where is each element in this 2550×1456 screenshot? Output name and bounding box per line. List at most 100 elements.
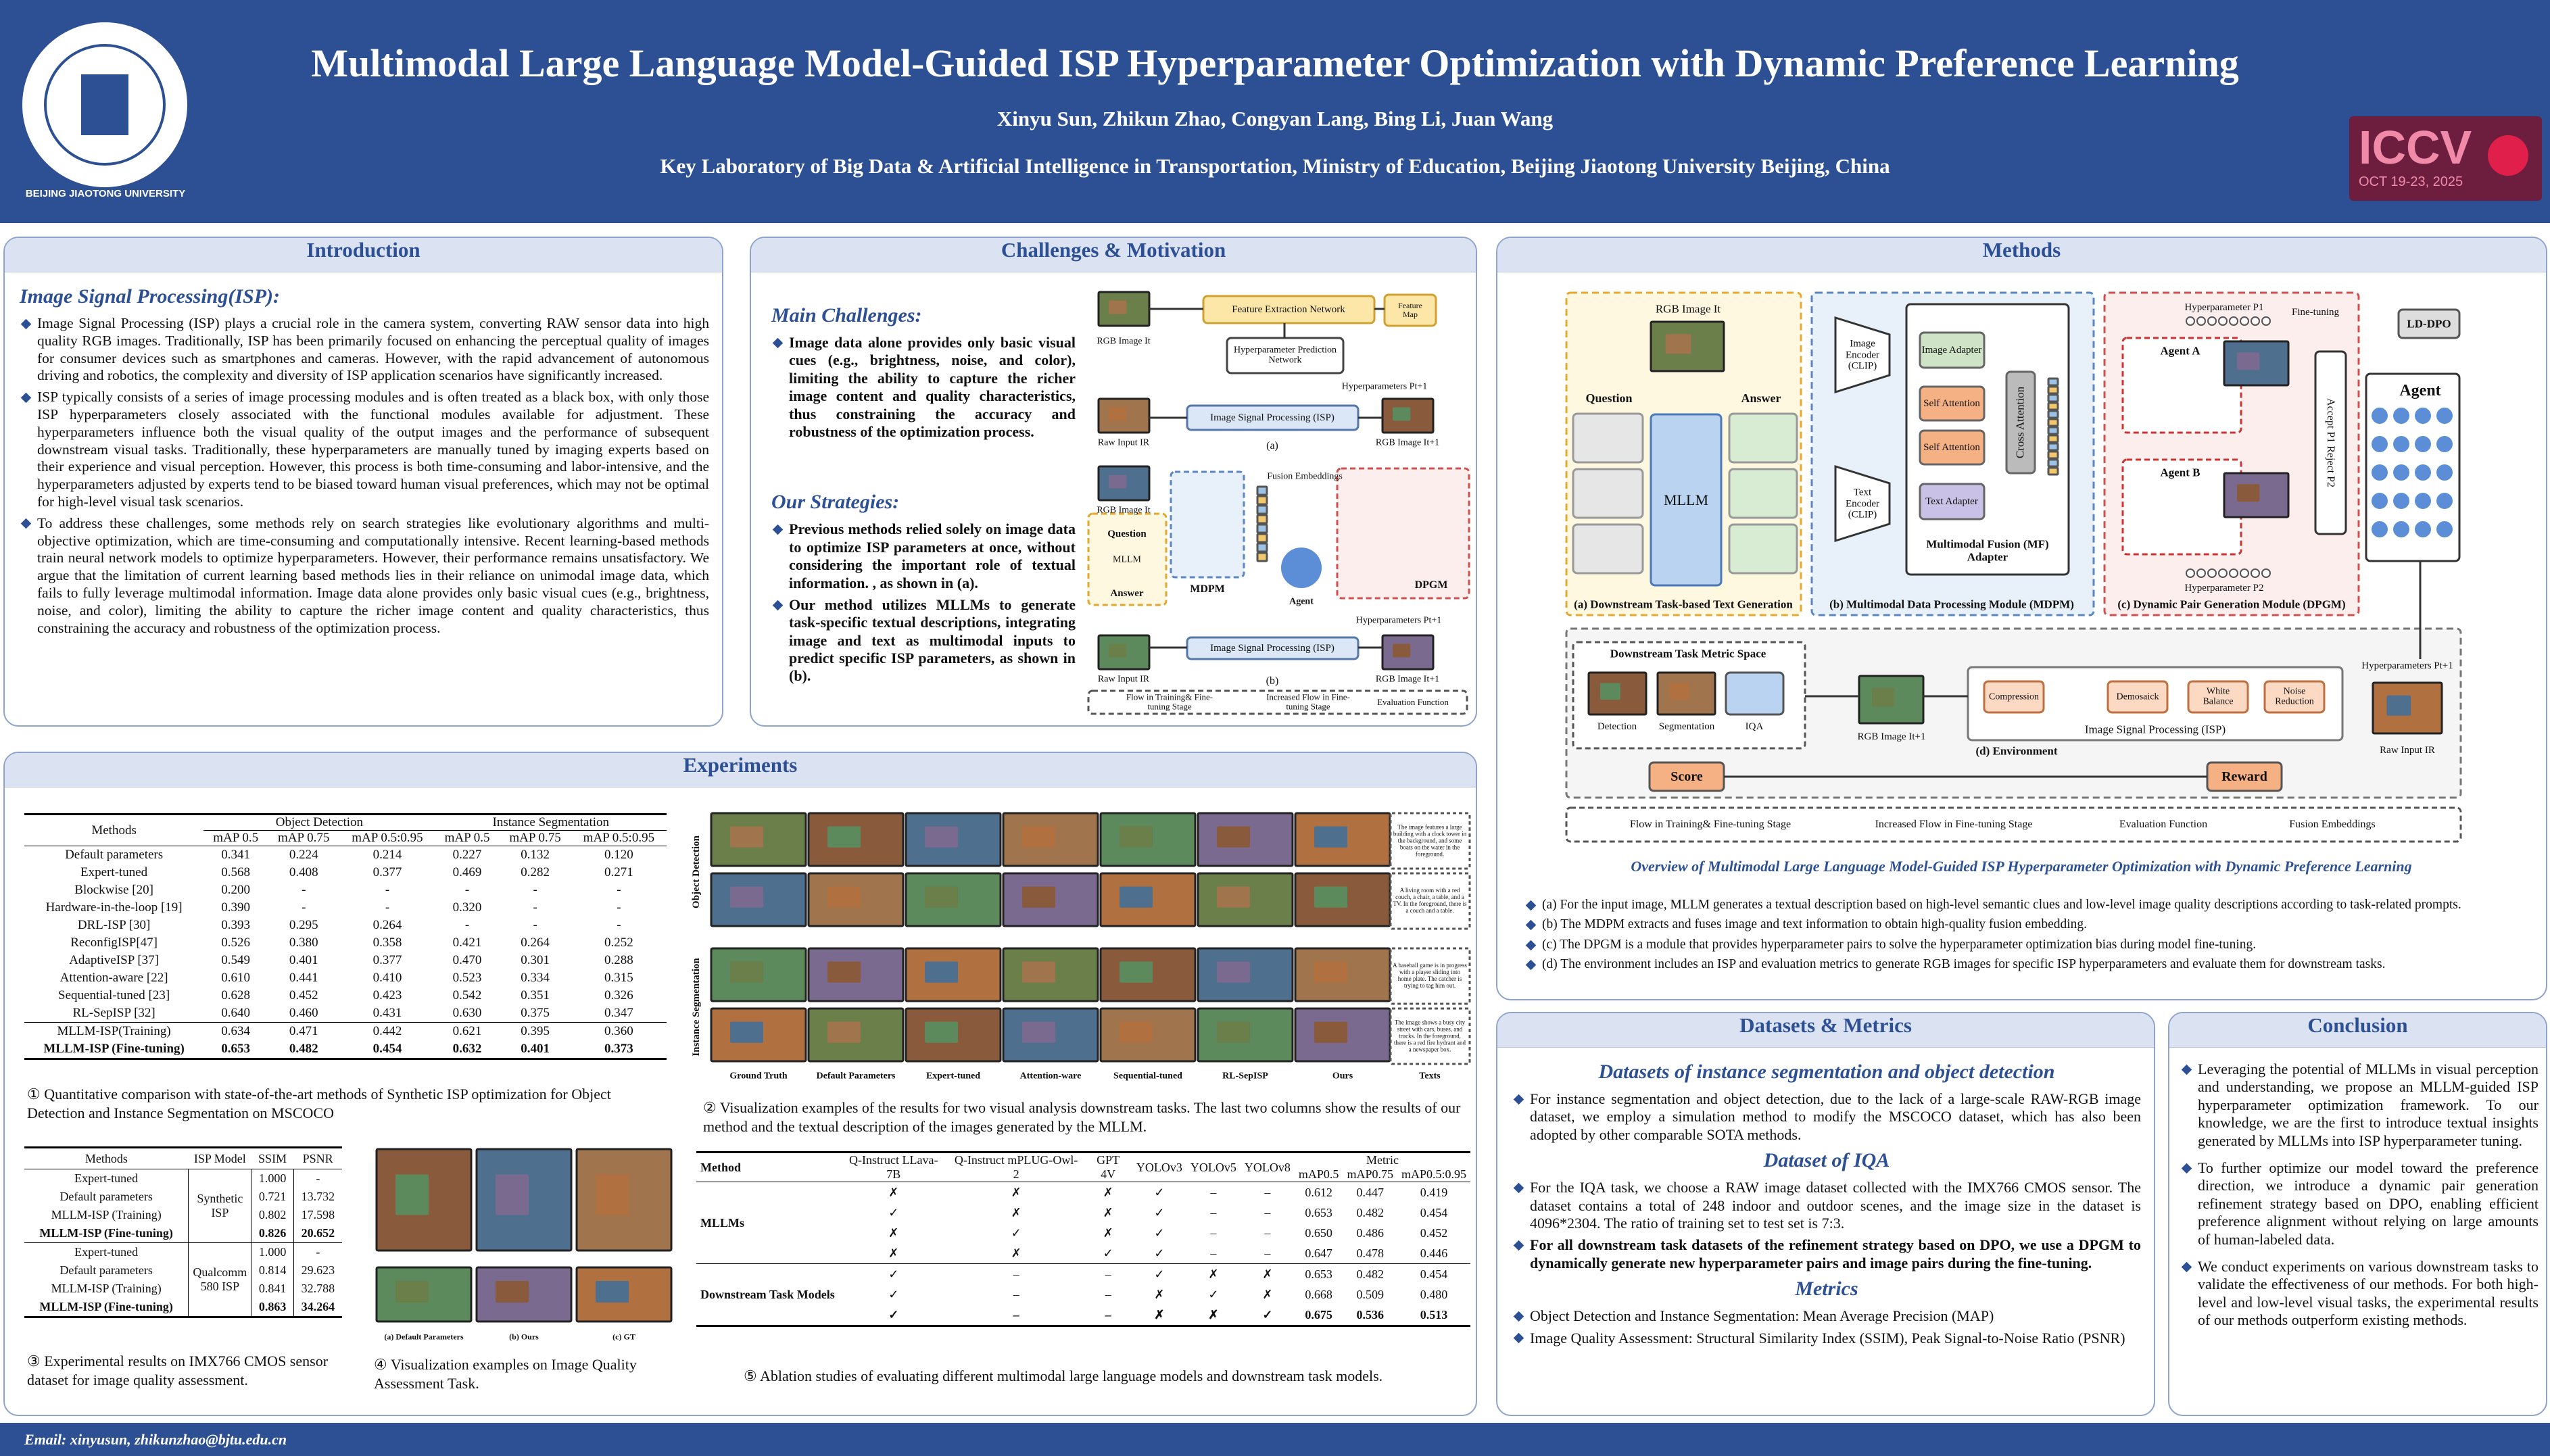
- table-cell: 0.227: [452, 848, 482, 862]
- figure-label: Raw Input IR: [1097, 674, 1150, 685]
- table-header: Methods: [91, 823, 137, 838]
- table-cell: ✓: [1154, 1246, 1165, 1260]
- figure-label: Object Detection: [690, 835, 702, 908]
- table-cell: MLLM-ISP (Training): [24, 1206, 189, 1224]
- text-box: [1389, 812, 1471, 870]
- table-header: SSIM: [258, 1151, 287, 1165]
- table-cell: 0.295: [289, 918, 318, 932]
- authors: Xinyu Sun, Zhikun Zhao, Congyan Lang, Bi…: [996, 107, 1554, 130]
- table-cell: 0.523: [452, 971, 482, 985]
- table-1-box: Methods Object Detection Instance Segmenta…: [24, 813, 667, 1060]
- title: Multimodal Large Language Model-Guided I…: [311, 41, 2239, 85]
- caption: ① Quantitative comparison with state-of-…: [27, 1086, 611, 1121]
- table-row: ✓ – – ✗ ✓ ✗ 0.668 0.509 0.480: [696, 1284, 1470, 1305]
- table-cell: -: [316, 1245, 320, 1259]
- datasets-body: Datasets of instance segmentation and ob…: [1512, 1055, 2141, 1351]
- image-detail: [925, 961, 958, 983]
- param-dot: [2261, 568, 2271, 578]
- table-row: Method Q-Instruct LLava-7B Q-Instruct mPLU…: [696, 1152, 1470, 1181]
- figure-label: RL-SepISP: [1222, 1071, 1268, 1082]
- box: [1087, 512, 1168, 606]
- image-detail: [827, 886, 861, 908]
- embedding-cell: [1256, 504, 1268, 515]
- question-box: [1572, 412, 1644, 464]
- table-cell: 0.421: [452, 936, 482, 950]
- table-cell: 0.390: [221, 900, 251, 915]
- neuron: [2436, 521, 2453, 537]
- image-detail: [496, 1281, 529, 1303]
- paragraph: Object Detection and Instance Segmentati…: [1512, 1307, 2141, 1325]
- table-cell: Expert-tuned: [24, 1242, 189, 1261]
- table-cell: ReconfigISP[47]: [70, 936, 158, 950]
- table-cell: ✗: [1208, 1267, 1219, 1281]
- figure-label: MLLM: [1664, 491, 1708, 508]
- table-header: YOLOv5: [1190, 1160, 1236, 1174]
- table-cell: AdaptiveISP [37]: [69, 953, 159, 967]
- subheading: Main Challenges:: [771, 304, 922, 326]
- table-row: ✓ ✗ ✗ ✓ – – 0.653 0.482 0.454: [696, 1203, 1470, 1223]
- figure-label: The image features a large building with…: [1393, 823, 1467, 857]
- table-cell: 0.431: [372, 1006, 402, 1020]
- image-detail: [2237, 352, 2260, 370]
- image-detail: [730, 961, 763, 983]
- table-cell: 0.347: [604, 1006, 633, 1020]
- figure-label: (b): [1266, 675, 1279, 687]
- table-cell: 1.000: [251, 1169, 294, 1188]
- table-row: MLLM-ISP (Training) 0.802 17.598: [24, 1206, 342, 1224]
- table-cell: ✗: [1208, 1307, 1219, 1321]
- table-cell: ✗: [1011, 1185, 1021, 1199]
- table-cell: DRL-ISP [30]: [77, 918, 151, 932]
- table-header: Q-Instruct LLava-7B: [849, 1153, 938, 1181]
- table-cell: -: [533, 900, 537, 915]
- image-detail: [730, 1021, 763, 1043]
- figure-label: Self Attention: [1923, 397, 1980, 409]
- image-detail: [827, 961, 861, 983]
- methods-bullets: (a) For the input image, MLLM generates …: [1524, 897, 2525, 977]
- table-cell: -: [302, 900, 306, 915]
- embedding-cell: [2047, 385, 2059, 395]
- table-cell: MLLM-ISP(Training): [57, 1024, 171, 1038]
- table-cell: Default parameters: [65, 848, 164, 862]
- figure-label: Feature Map: [1398, 300, 1422, 319]
- table-cell: ✓: [1154, 1185, 1165, 1199]
- table-cell: ✗: [1103, 1226, 1113, 1240]
- neuron: [2436, 436, 2453, 452]
- embedding-cell: [1256, 523, 1268, 534]
- table-row: mAP 0.5 mAP 0.75 mAP 0.5:0.95 mAP 0.5 mAP 0.…: [24, 831, 667, 846]
- figure-label: (b) Multimodal Data Processing Module (M…: [1829, 598, 2074, 611]
- table-cell: 0.301: [521, 953, 550, 967]
- image-detail: [1393, 407, 1411, 421]
- figure-label: Fine-tuning: [2292, 306, 2339, 318]
- figure-label: Fusion Embeddings: [1267, 471, 1343, 482]
- table-row: Default parameters 0.814 29.623: [24, 1261, 342, 1280]
- table-cell: ✓: [888, 1267, 899, 1281]
- figure-label: Answer: [1110, 587, 1144, 599]
- param-dot: [2196, 568, 2206, 578]
- table-cell: 0.377: [372, 865, 402, 879]
- figure-label: Hyperparameters Pt+1: [2361, 660, 2453, 671]
- box: [1170, 470, 1245, 579]
- table-cell: –: [1210, 1205, 1217, 1219]
- table-cell: ✓: [1103, 1246, 1113, 1260]
- embedding-cell: [1256, 514, 1268, 525]
- subheading: Datasets of instance segmentation and ob…: [1598, 1061, 2055, 1083]
- table-cell: RL-SepISP [32]: [72, 1006, 155, 1020]
- table-cell: 0.373: [604, 1042, 633, 1056]
- table-cell: 0.863: [251, 1298, 294, 1317]
- table-cell: -: [385, 883, 390, 897]
- table-cell: 0.814: [251, 1261, 294, 1280]
- legend-box: [1565, 806, 2462, 843]
- table-header: mAP 0.5: [213, 831, 259, 845]
- neuron: [2393, 408, 2409, 424]
- table-cell: 0.630: [452, 1006, 482, 1020]
- figure-label: Text Encoder (CLIP): [1846, 487, 1879, 520]
- figure-label: MDPM: [1190, 583, 1225, 596]
- table-header: mAP0.5:0.95: [1401, 1167, 1466, 1181]
- image-detail: [1120, 826, 1153, 848]
- subheading: Our Strategies:: [771, 491, 900, 514]
- table-cell: 0.441: [289, 971, 318, 985]
- image-detail: [1022, 961, 1055, 983]
- table-cell: –: [1105, 1267, 1111, 1281]
- embedding-cell: [2047, 450, 2059, 460]
